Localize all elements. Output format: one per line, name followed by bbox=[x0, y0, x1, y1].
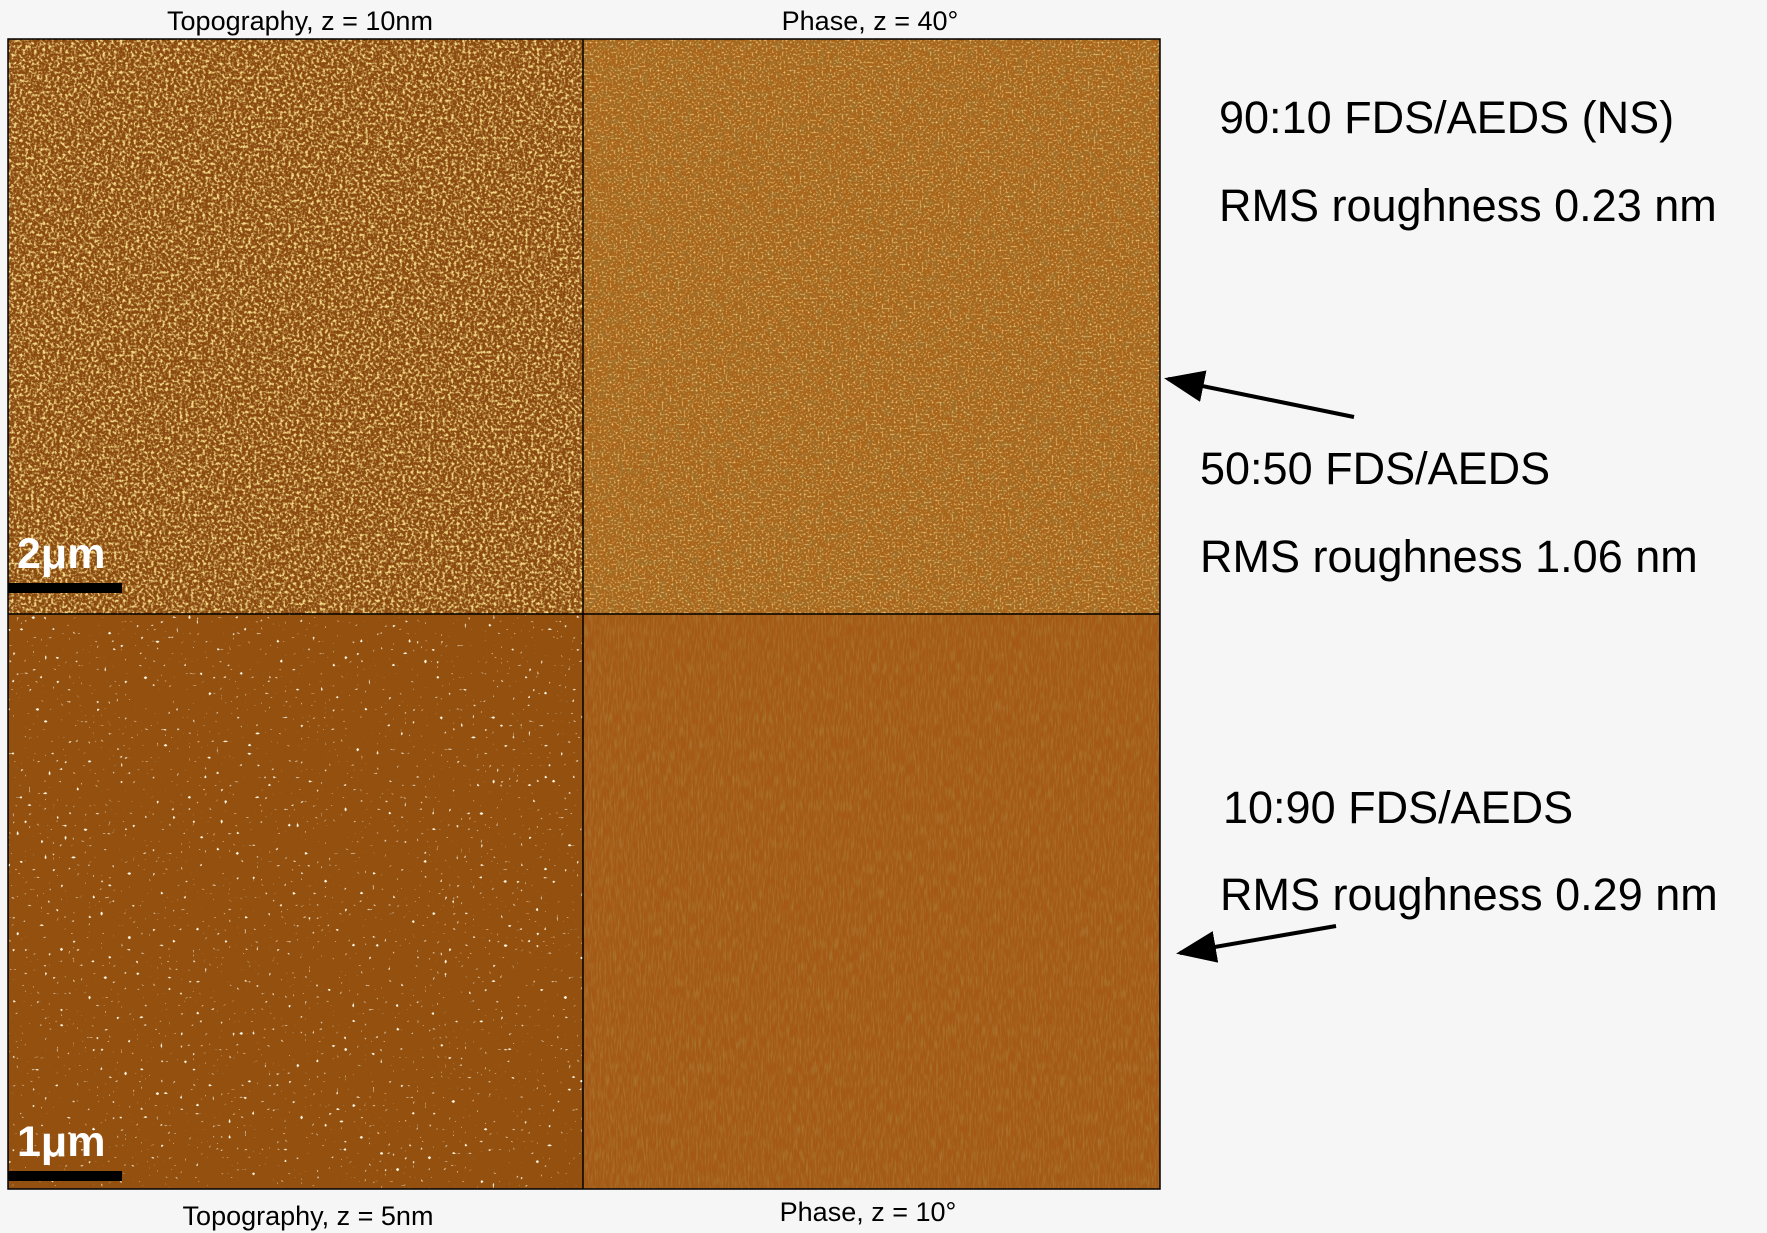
scale-bar-label: 1μm bbox=[17, 1118, 105, 1166]
sample-label: 90:10 FDS/AEDS (NS) bbox=[1219, 92, 1674, 143]
phase-texture bbox=[583, 614, 1160, 1189]
roughness-label: RMS roughness 1.06 nm bbox=[1200, 531, 1698, 582]
scale-bar-label: 2μm bbox=[17, 530, 105, 578]
panel-label: Phase, z = 10° bbox=[780, 1197, 957, 1227]
arrow bbox=[1180, 926, 1336, 953]
sample-label: 50:50 FDS/AEDS bbox=[1200, 443, 1550, 494]
scale-bar bbox=[8, 1171, 122, 1181]
sample-label: 10:90 FDS/AEDS bbox=[1223, 782, 1573, 833]
topography-texture bbox=[8, 39, 583, 614]
phase-texture bbox=[583, 39, 1160, 614]
panel-label: Topography, z = 5nm bbox=[183, 1201, 434, 1231]
panel-label: Phase, z = 40° bbox=[782, 6, 959, 36]
topography-texture bbox=[8, 614, 583, 1189]
scale-bar bbox=[8, 583, 122, 593]
panel-label: Topography, z = 10nm bbox=[167, 6, 433, 36]
figure: Topography, z = 10nm Phase, z = 40° Topo… bbox=[0, 0, 1767, 1233]
arrow bbox=[1168, 379, 1354, 417]
roughness-label: RMS roughness 0.29 nm bbox=[1220, 869, 1718, 920]
page: Topography, z = 10nm Phase, z = 40° Topo… bbox=[0, 0, 1767, 1233]
roughness-label: RMS roughness 0.23 nm bbox=[1219, 180, 1717, 231]
afm-images bbox=[8, 39, 1160, 1189]
